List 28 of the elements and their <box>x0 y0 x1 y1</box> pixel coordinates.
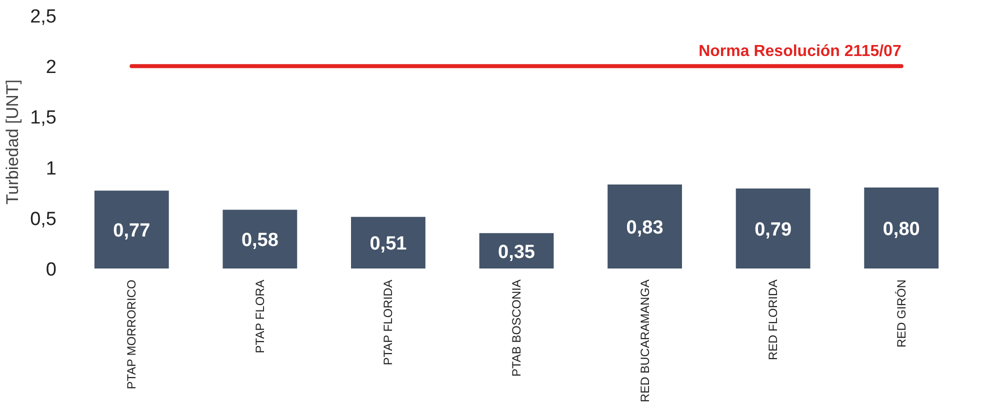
y-tick-label: 0 <box>46 260 57 280</box>
y-tick-label: 1 <box>46 158 57 180</box>
y-tick-label: 0,5 <box>30 208 57 230</box>
data-label: 0,80 <box>882 219 920 240</box>
data-label: 0,79 <box>754 220 792 241</box>
bar <box>736 188 810 268</box>
bar <box>94 190 169 268</box>
data-label: 0,35 <box>498 242 536 263</box>
bar <box>864 188 939 268</box>
x-tick-label: RED GIRÓN <box>894 279 908 348</box>
bar <box>222 210 298 268</box>
data-label: 0,83 <box>626 218 664 238</box>
bar <box>608 184 682 268</box>
y-tick-label: 2,5 <box>30 6 57 28</box>
x-tick-label: PTAP FLORA <box>252 280 267 354</box>
x-tick-label: RED FLORIDA <box>766 279 780 360</box>
ref-line-label: Norma Resolución 2115/07 <box>698 43 902 60</box>
y-axis-title: Turbiedad [UNT] <box>3 79 22 205</box>
y-tick-label: 1,5 <box>30 108 57 129</box>
y-tick-label: 2 <box>46 57 57 78</box>
bar <box>351 216 426 268</box>
data-label: 0,51 <box>370 234 408 255</box>
data-label: 0,58 <box>241 230 278 252</box>
x-tick-label: PTAP MORRORICO <box>124 280 139 390</box>
x-tick-label: PTAP FLORIDA <box>381 280 396 366</box>
x-tick-label: PTAB BOSCONIA <box>510 279 524 377</box>
x-tick-label: RED BUCARAMANGA <box>638 279 652 402</box>
data-label: 0,77 <box>113 220 150 242</box>
